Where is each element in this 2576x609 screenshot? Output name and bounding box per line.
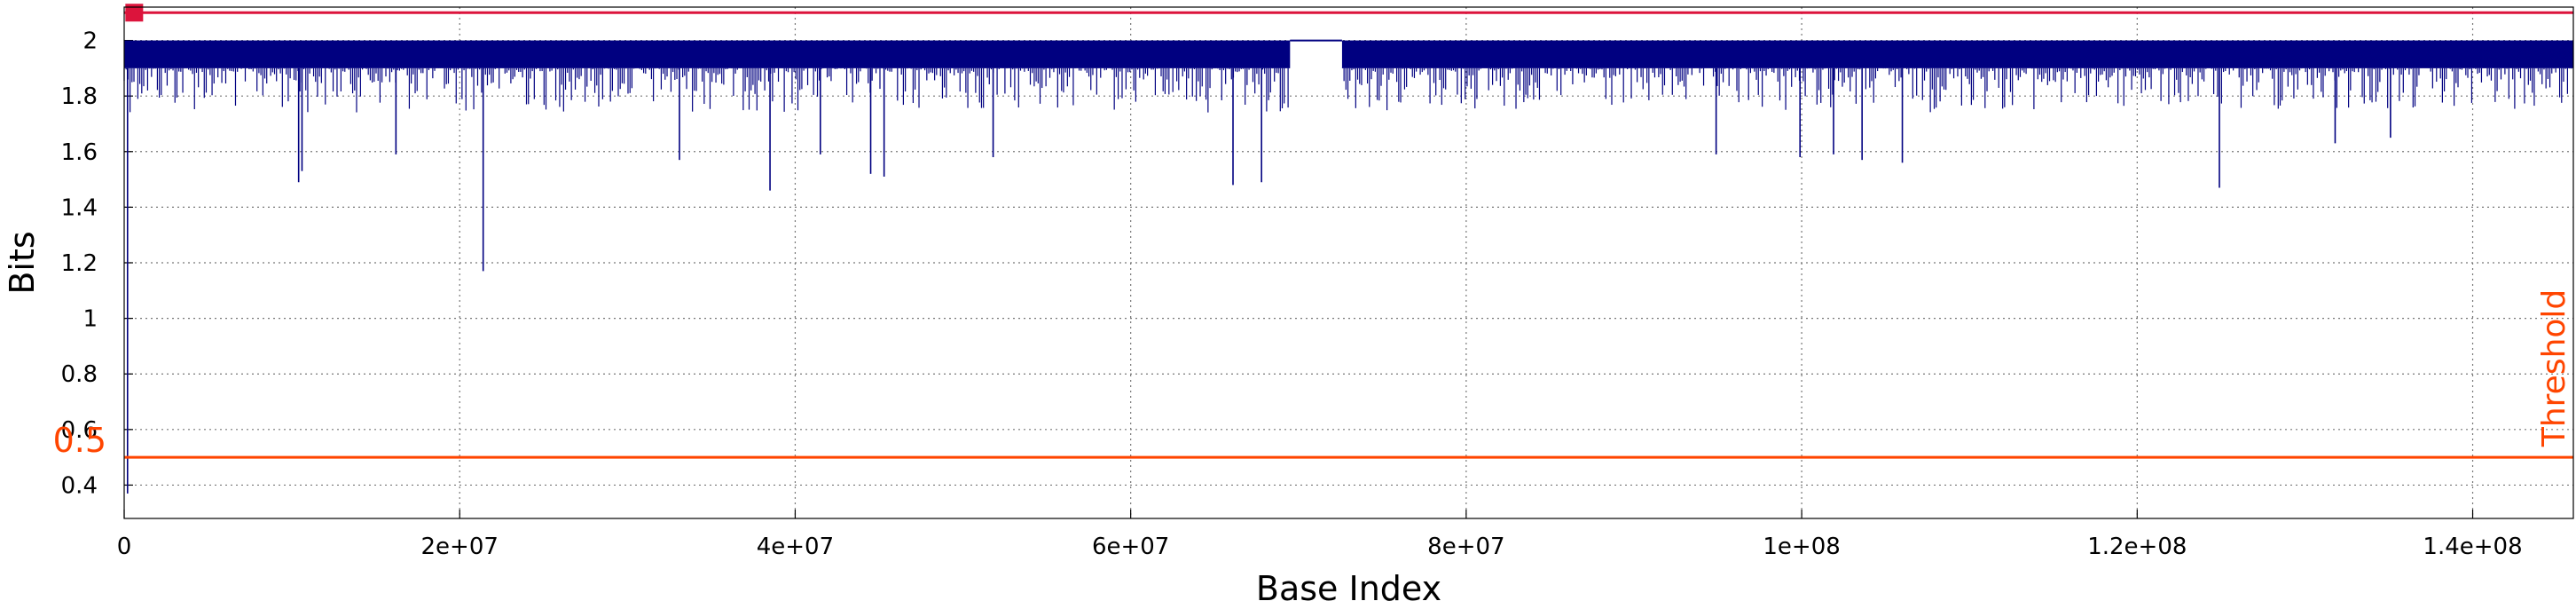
y-axis-title: Bits (3, 231, 42, 294)
y-tick-label: 1 (82, 306, 98, 333)
threshold-value-label: 0.5 (53, 421, 106, 460)
data-band (124, 40, 1291, 68)
x-tick-label: 8e+07 (1427, 534, 1504, 560)
x-tick-label: 4e+07 (757, 534, 834, 560)
x-tick-label: 1.4e+08 (2423, 534, 2522, 560)
x-tick-label: 6e+07 (1092, 534, 1169, 560)
y-tick-label: 1.4 (61, 194, 98, 221)
x-tick-label: 1e+08 (1763, 534, 1840, 560)
data-band (1341, 40, 2573, 68)
series-group (123, 39, 2573, 494)
y-tick-label: 2 (82, 28, 98, 55)
plot-frame (123, 6, 2574, 519)
y-axis-ticks: 0.4 0.6 0.8 1 1.2 1.4 1.6 1.8 2 (61, 28, 133, 499)
y-tick-label: 1.8 (61, 83, 98, 110)
y-tick-label: 1.6 (61, 139, 98, 166)
threshold-name-label: Threshold (2536, 289, 2572, 447)
y-tick-label: 0.6 (61, 417, 98, 444)
y-tick-label: 1.2 (61, 250, 98, 277)
x-tick-label: 0 (117, 534, 132, 560)
x-axis-title: Base Index (1256, 569, 1441, 608)
max-entropy-marker (125, 4, 144, 22)
y-tick-label: 0.8 (61, 361, 98, 388)
x-tick-label: 2e+07 (421, 534, 499, 560)
grid (124, 7, 2573, 518)
y-tick-label: 0.4 (61, 472, 98, 499)
x-axis-ticks: 0 2e+07 4e+07 6e+07 8e+07 1e+08 1.2e+08 1.4e+08 (117, 510, 2523, 560)
reference-lines (124, 4, 2573, 459)
x-tick-label: 1.2e+08 (2087, 534, 2187, 560)
